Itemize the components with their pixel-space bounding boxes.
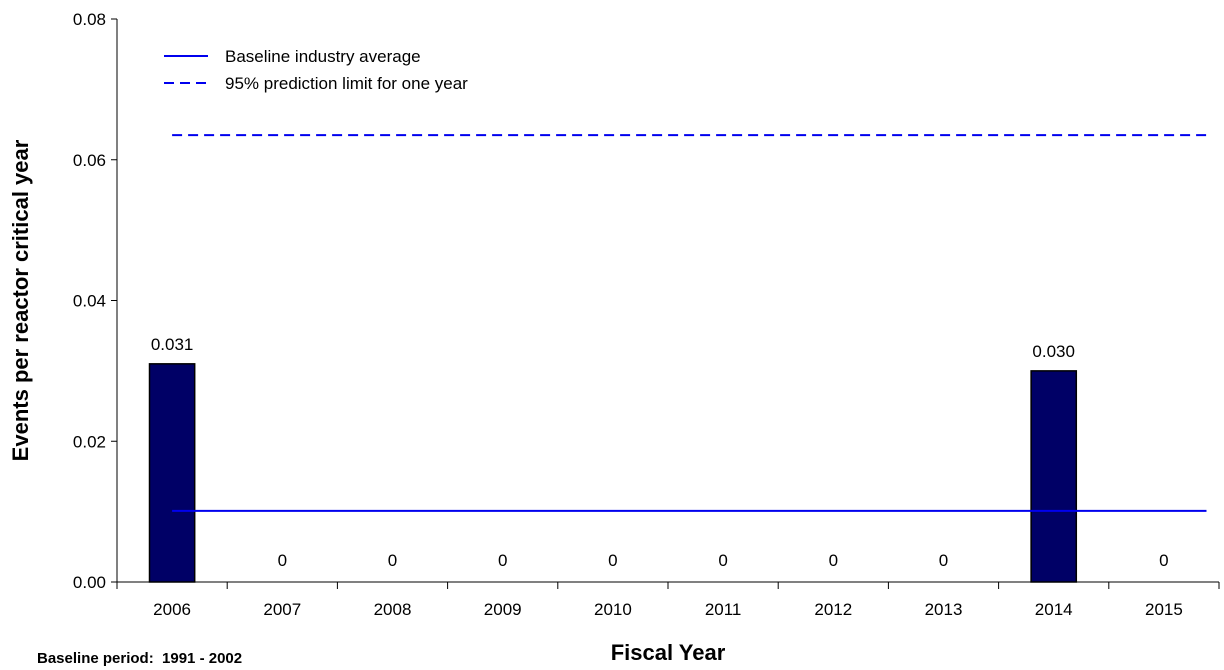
data-label: 0 bbox=[608, 551, 617, 570]
data-label: 0.031 bbox=[151, 335, 194, 354]
x-tick-label: 2013 bbox=[925, 600, 963, 619]
data-label: 0 bbox=[718, 551, 727, 570]
data-label: 0 bbox=[939, 551, 948, 570]
data-label: 0.030 bbox=[1032, 342, 1075, 361]
x-tick-label: 2010 bbox=[594, 600, 632, 619]
x-tick-label: 2006 bbox=[153, 600, 191, 619]
data-label: 0 bbox=[498, 551, 507, 570]
x-tick-label: 2009 bbox=[484, 600, 522, 619]
data-label: 0 bbox=[1159, 551, 1168, 570]
data-label: 0 bbox=[829, 551, 838, 570]
x-tick-label: 2008 bbox=[374, 600, 412, 619]
legend-label: 95% prediction limit for one year bbox=[225, 74, 468, 93]
y-tick-label: 0.02 bbox=[73, 432, 106, 451]
y-tick-label: 0.06 bbox=[73, 151, 106, 170]
x-tick-label: 2011 bbox=[705, 600, 742, 619]
y-tick-label: 0.08 bbox=[73, 10, 106, 29]
x-axis-title: Fiscal Year bbox=[611, 640, 726, 665]
y-tick-label: 0.00 bbox=[73, 573, 106, 592]
baseline-period-note: Baseline period: 1991 - 2002 bbox=[37, 650, 243, 667]
x-tick-label: 2014 bbox=[1035, 600, 1073, 619]
data-label: 0 bbox=[278, 551, 287, 570]
bar-2014 bbox=[1030, 370, 1078, 583]
y-axis-title: Events per reactor critical year bbox=[8, 139, 33, 461]
x-tick-label: 2012 bbox=[814, 600, 852, 619]
data-label: 0 bbox=[388, 551, 397, 570]
x-tick-label: 2007 bbox=[263, 600, 301, 619]
x-tick-label: 2015 bbox=[1145, 600, 1183, 619]
y-tick-label: 0.04 bbox=[73, 292, 106, 311]
bar-2006 bbox=[148, 363, 196, 583]
legend-label: Baseline industry average bbox=[225, 47, 421, 66]
